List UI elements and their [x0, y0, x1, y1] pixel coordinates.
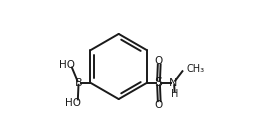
Text: N: N [169, 78, 178, 88]
Text: CH₃: CH₃ [187, 64, 205, 74]
Text: O: O [155, 100, 163, 110]
Text: H: H [171, 89, 179, 99]
Text: HO: HO [65, 98, 81, 108]
Text: HO: HO [59, 60, 74, 70]
Text: O: O [155, 56, 163, 66]
Text: S: S [154, 76, 162, 89]
Text: B: B [75, 78, 83, 88]
